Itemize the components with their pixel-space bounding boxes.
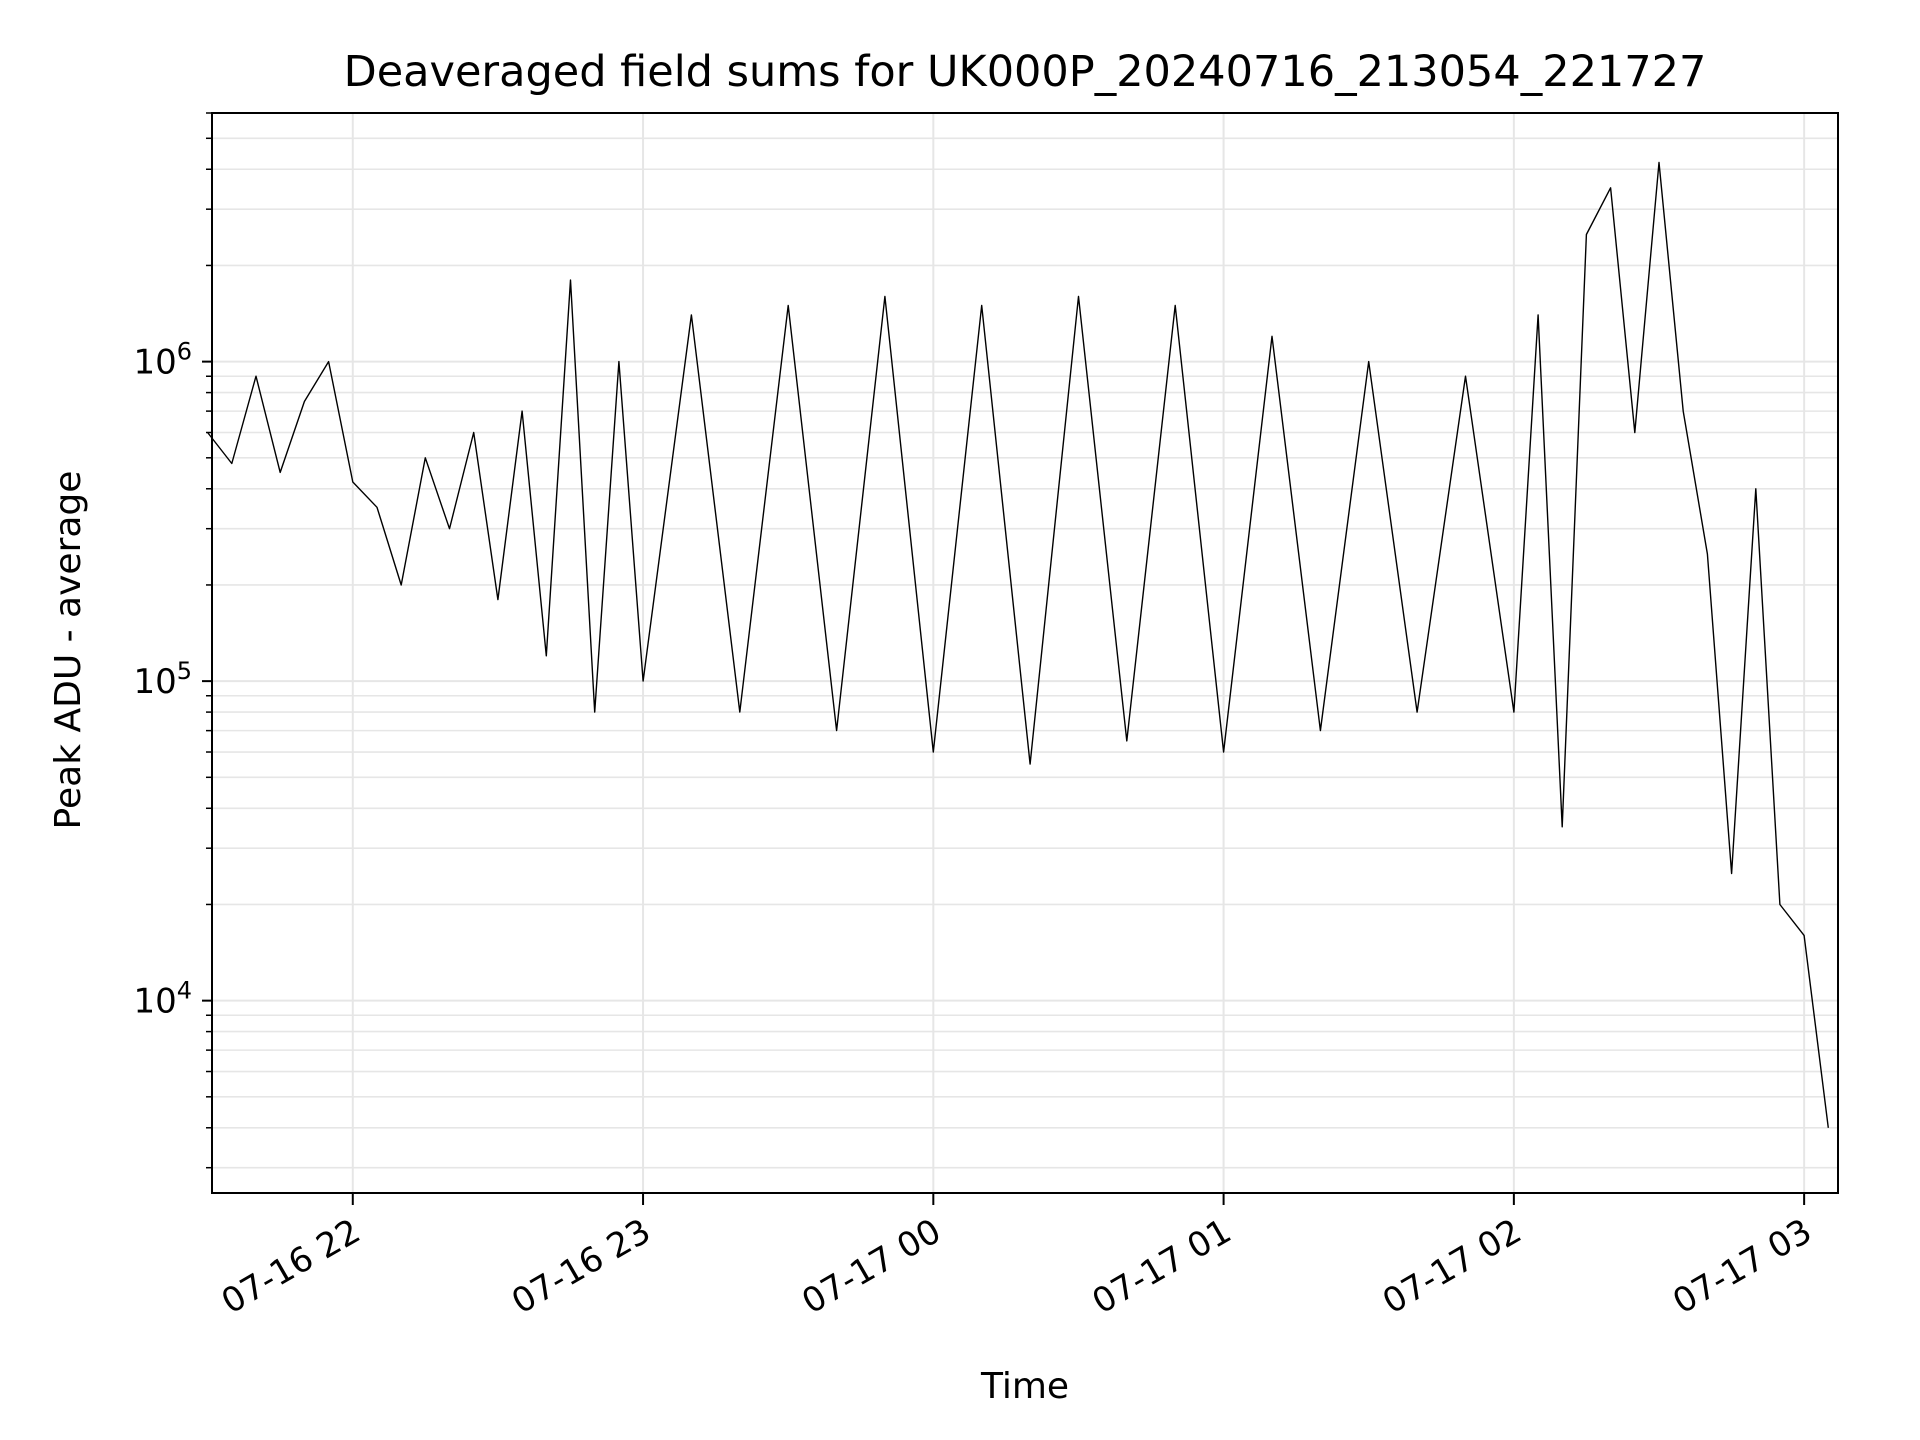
y-tick-label: 104 bbox=[133, 977, 192, 1022]
series-layer bbox=[207, 161, 1829, 1128]
x-tick-label: 07-16 22 bbox=[215, 1211, 367, 1322]
x-tick-label: 07-16 23 bbox=[505, 1211, 657, 1322]
y-axis-ticks: 104 105 106 bbox=[133, 112, 212, 1169]
series-line bbox=[207, 161, 1829, 1128]
y-tick-label: 105 bbox=[133, 657, 192, 702]
y-axis-label: Peak ADU - average bbox=[48, 471, 89, 830]
x-tick-label: 07-17 02 bbox=[1376, 1211, 1528, 1322]
x-axis-label: Time bbox=[980, 1366, 1069, 1407]
x-axis-ticks: 07-16 22 07-16 23 07-17 00 07-17 01 07-17 02… bbox=[215, 1193, 1819, 1322]
x-tick-label: 07-17 01 bbox=[1086, 1211, 1238, 1322]
x-tick-label: 07-17 03 bbox=[1666, 1211, 1818, 1322]
y-tick-label: 106 bbox=[133, 338, 192, 383]
grid bbox=[212, 112, 1838, 1193]
x-tick-label: 07-17 00 bbox=[795, 1211, 947, 1322]
plot-frame bbox=[211, 112, 1839, 1194]
chart-title: Deaveraged field sums for UK000P_2024071… bbox=[344, 47, 1707, 97]
